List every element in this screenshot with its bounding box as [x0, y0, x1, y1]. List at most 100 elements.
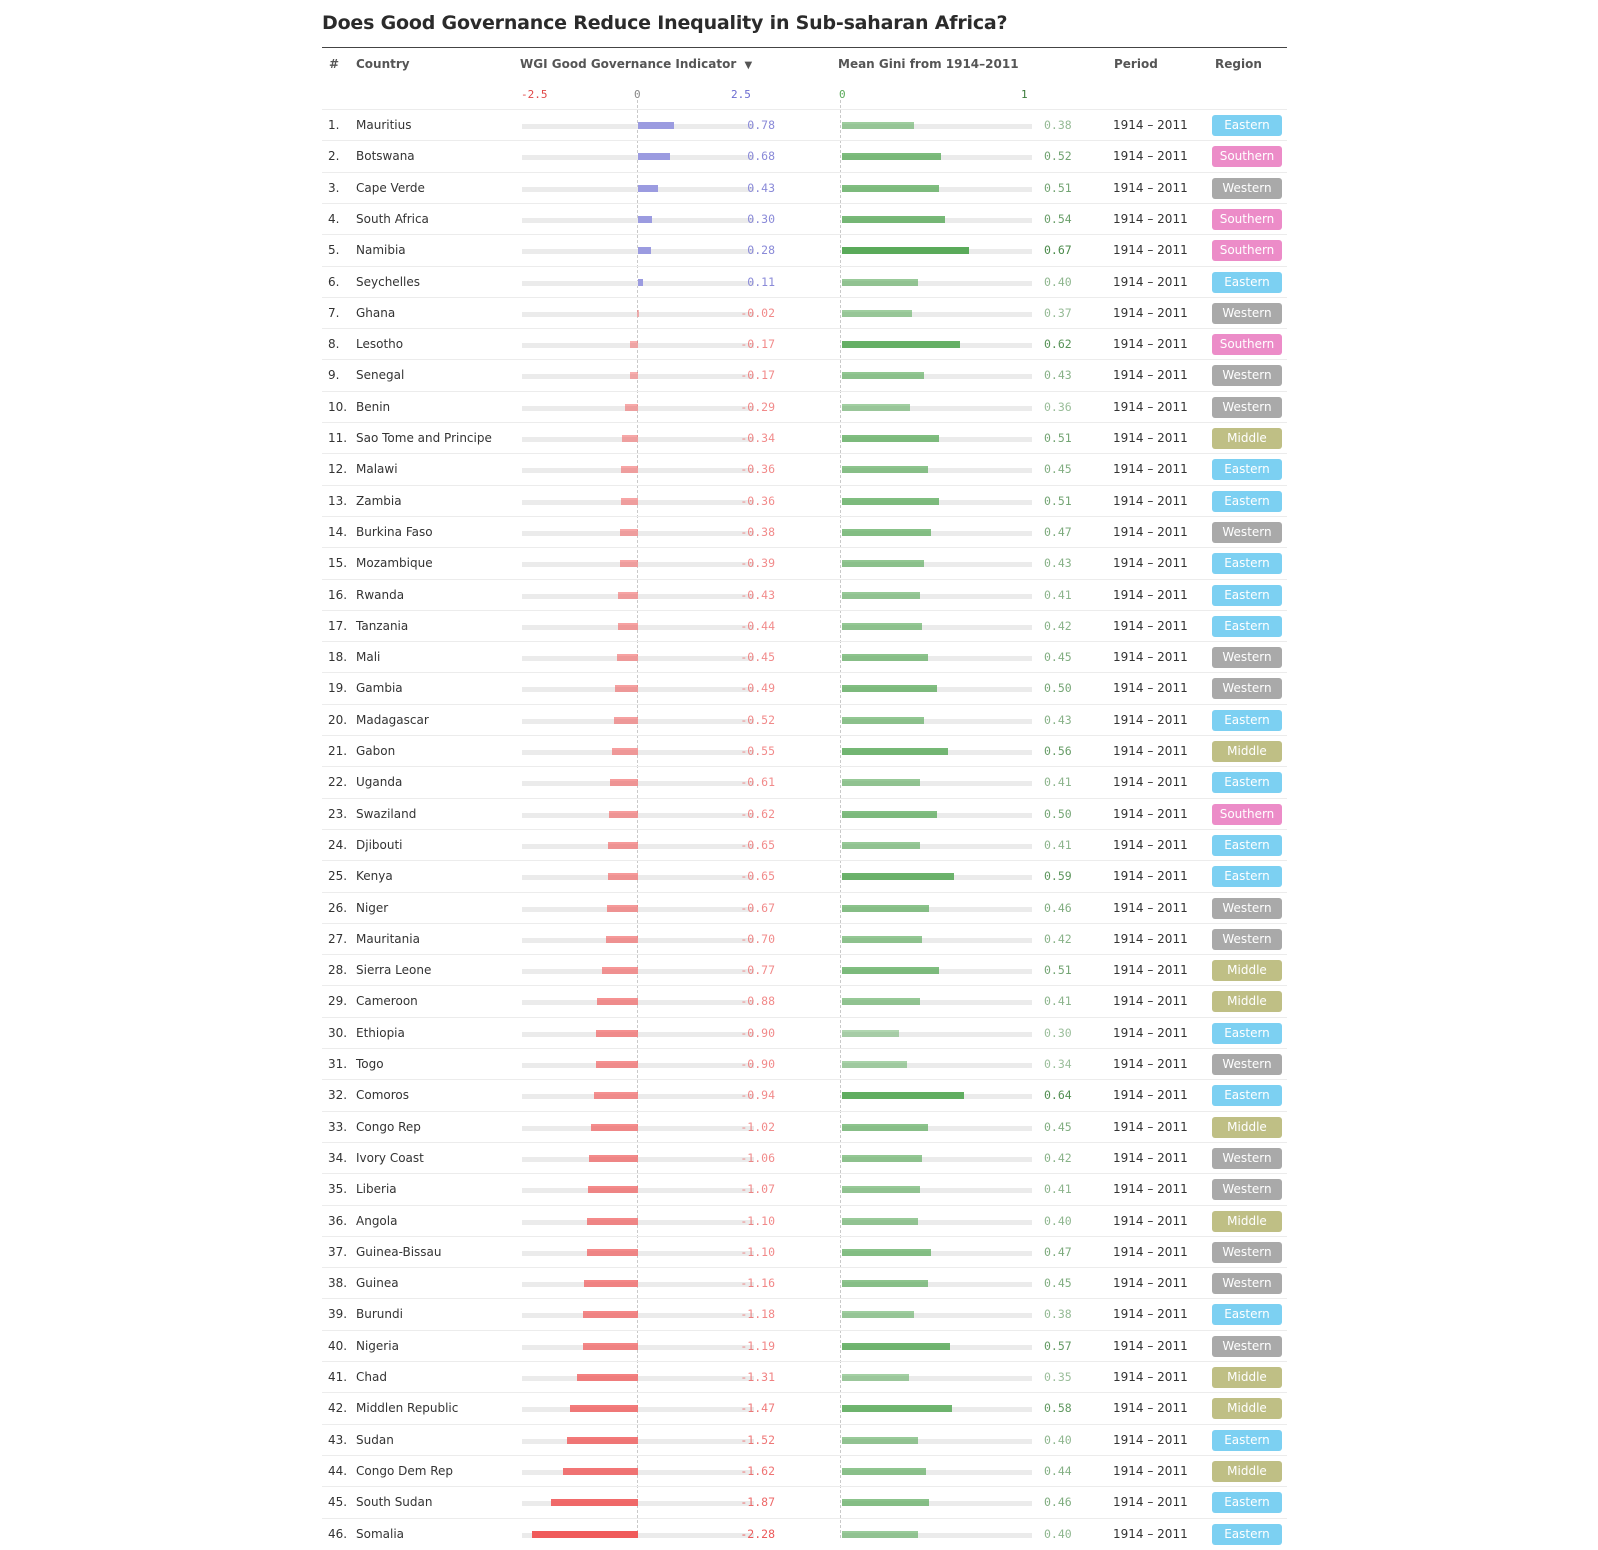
table-row[interactable]: 44. Congo Dem Rep -1.62 0.44 1914 – 2011 Midd… [322, 1454, 1287, 1487]
rank-header[interactable]: # [329, 57, 340, 71]
region-badge[interactable]: Middle [1212, 1367, 1282, 1388]
region-badge[interactable]: Western [1212, 647, 1282, 669]
table-row[interactable]: 16. Rwanda -0.43 0.41 1914 – 2011 Eastern [322, 578, 1287, 611]
table-row[interactable]: 13. Zambia -0.36 0.51 1914 – 2011 Eastern [322, 484, 1287, 517]
period-header[interactable]: Period [1114, 57, 1158, 71]
region-badge[interactable]: Middle [1212, 428, 1282, 449]
table-row[interactable]: 5. Namibia 0.28 0.67 1914 – 2011 Southern [322, 234, 1287, 266]
table-row[interactable]: 32. Comoros -0.94 0.64 1914 – 2011 Eastern [322, 1079, 1287, 1111]
region-badge[interactable]: Eastern [1212, 866, 1282, 888]
region-badge[interactable]: Western [1212, 396, 1282, 418]
table-row[interactable]: 6. Seychelles 0.11 0.40 1914 – 2011 Eastern [322, 265, 1287, 298]
table-row[interactable]: 8. Lesotho -0.17 0.62 1914 – 2011 Southern [322, 328, 1287, 360]
region-badge[interactable]: Western [1212, 897, 1282, 919]
region-badge[interactable]: Eastern [1212, 1429, 1282, 1451]
table-row[interactable]: 43. Sudan -1.52 0.40 1914 – 2011 Eastern [322, 1423, 1287, 1456]
table-row[interactable]: 1. Mauritius 0.78 0.38 1914 – 2011 Eastern [322, 109, 1287, 141]
region-badge[interactable]: Middle [1212, 1116, 1282, 1138]
table-row[interactable]: 4. South Africa 0.30 0.54 1914 – 2011 Souther… [322, 202, 1287, 235]
region-badge[interactable]: Southern [1212, 240, 1282, 262]
region-badge[interactable]: Western [1212, 177, 1282, 199]
table-row[interactable]: 7. Ghana -0.02 0.37 1914 – 2011 Western [322, 296, 1287, 329]
table-row[interactable]: 24. Djibouti -0.65 0.41 1914 – 2011 Eastern [322, 828, 1287, 861]
region-badge[interactable]: Western [1212, 1335, 1282, 1357]
table-row[interactable]: 2. Botswana 0.68 0.52 1914 – 2011 Southern [322, 140, 1287, 172]
table-row[interactable]: 46. Somalia -2.28 0.40 1914 – 2011 Eastern [322, 1517, 1287, 1550]
table-row[interactable]: 30. Ethiopia -0.90 0.30 1914 – 2011 Eastern [322, 1016, 1287, 1049]
region-badge[interactable]: Eastern [1212, 772, 1282, 794]
table-row[interactable]: 10. Benin -0.29 0.36 1914 – 2011 Western [322, 390, 1287, 423]
region-badge[interactable]: Eastern [1212, 615, 1282, 637]
region-badge[interactable]: Western [1212, 302, 1282, 324]
table-row[interactable]: 18. Mali -0.45 0.45 1914 – 2011 Western [322, 641, 1287, 673]
table-row[interactable]: 23. Swaziland -0.62 0.50 1914 – 2011 Southern [322, 797, 1287, 830]
table-row[interactable]: 22. Uganda -0.61 0.41 1914 – 2011 Eastern [322, 766, 1287, 798]
table-row[interactable]: 12. Malawi -0.36 0.45 1914 – 2011 Eastern [322, 453, 1287, 485]
region-badge[interactable]: Eastern [1212, 709, 1282, 731]
table-row[interactable]: 36. Angola -1.10 0.40 1914 – 2011 Middle [322, 1204, 1287, 1237]
region-badge[interactable]: Eastern [1212, 1085, 1282, 1107]
region-badge[interactable]: Southern [1212, 334, 1282, 356]
table-row[interactable]: 29. Cameroon -0.88 0.41 1914 – 2011 Middle [322, 985, 1287, 1017]
table-row[interactable]: 14. Burkina Faso -0.38 0.47 1914 – 2011 Weste… [322, 515, 1287, 548]
gini-bar [842, 591, 920, 599]
table-row[interactable]: 17. Tanzania -0.44 0.42 1914 – 2011 Eastern [322, 609, 1287, 642]
region-badge[interactable]: Western [1212, 1147, 1282, 1169]
table-row[interactable]: 31. Togo -0.90 0.34 1914 – 2011 Western [322, 1048, 1287, 1080]
table-row[interactable]: 21. Gabon -0.55 0.56 1914 – 2011 Middle [322, 735, 1287, 767]
region-badge[interactable]: Eastern [1212, 490, 1282, 512]
region-badge[interactable]: Eastern [1212, 459, 1282, 481]
table-row[interactable]: 42. Middlen Republic -1.47 0.58 1914 – 2011 M… [322, 1392, 1287, 1424]
table-row[interactable]: 34. Ivory Coast -1.06 0.42 1914 – 2011 Wester… [322, 1141, 1287, 1174]
table-row[interactable]: 27. Mauritania -0.70 0.42 1914 – 2011 Western [322, 922, 1287, 955]
table-row[interactable]: 38. Guinea -1.16 0.45 1914 – 2011 Western [322, 1267, 1287, 1299]
region-badge[interactable]: Western [1212, 521, 1282, 543]
region-badge[interactable]: Eastern [1212, 115, 1282, 136]
region-badge[interactable]: Southern [1212, 803, 1282, 825]
region-badge[interactable]: Southern [1212, 208, 1282, 230]
table-row[interactable]: 40. Nigeria -1.19 0.57 1914 – 2011 Western [322, 1329, 1287, 1362]
region-badge[interactable]: Eastern [1212, 1523, 1282, 1545]
table-row[interactable]: 3. Cape Verde 0.43 0.51 1914 – 2011 Western [322, 171, 1287, 204]
gini-header[interactable]: Mean Gini from 1914–2011 [838, 57, 1019, 71]
table-row[interactable]: 41. Chad -1.31 0.35 1914 – 2011 Middle [322, 1361, 1287, 1393]
region-badge[interactable]: Eastern [1212, 553, 1282, 575]
table-row[interactable]: 15. Mozambique -0.39 0.43 1914 – 2011 Eastern [322, 547, 1287, 579]
region-badge[interactable]: Middle [1212, 1460, 1282, 1482]
table-row[interactable]: 26. Niger -0.67 0.46 1914 – 2011 Western [322, 891, 1287, 924]
region-badge[interactable]: Western [1212, 1273, 1282, 1295]
region-badge[interactable]: Western [1212, 1054, 1282, 1075]
region-badge[interactable]: Southern [1212, 146, 1282, 168]
table-row[interactable]: 25. Kenya -0.65 0.59 1914 – 2011 Eastern [322, 860, 1287, 892]
table-row[interactable]: 45. South Sudan -1.87 0.46 1914 – 2011 Easter… [322, 1486, 1287, 1518]
region-badge[interactable]: Eastern [1212, 834, 1282, 856]
table-row[interactable]: 28. Sierra Leone -0.77 0.51 1914 – 2011 Middl… [322, 954, 1287, 986]
table-row[interactable]: 35. Liberia -1.07 0.41 1914 – 2011 Western [322, 1173, 1287, 1205]
table-row[interactable]: 11. Sao Tome and Principe -0.34 0.51 1914 – … [322, 422, 1287, 454]
region-badge[interactable]: Middle [1212, 991, 1282, 1013]
country-header[interactable]: Country [356, 57, 410, 71]
region-badge[interactable]: Eastern [1212, 1304, 1282, 1326]
wgi-header[interactable]: WGI Good Governance Indicator ▼ [520, 57, 752, 71]
table-row[interactable]: 9. Senegal -0.17 0.43 1914 – 2011 Western [322, 359, 1287, 391]
table-row[interactable]: 20. Madagascar -0.52 0.43 1914 – 2011 Eastern [322, 703, 1287, 736]
table-row[interactable]: 19. Gambia -0.49 0.50 1914 – 2011 Western [322, 672, 1287, 704]
region-badge[interactable]: Eastern [1212, 271, 1282, 293]
region-badge[interactable]: Middle [1212, 1398, 1282, 1420]
sort-desc-icon[interactable]: ▼ [744, 60, 753, 71]
region-badge[interactable]: Eastern [1212, 584, 1282, 606]
region-badge[interactable]: Middle [1212, 1210, 1282, 1232]
region-badge[interactable]: Middle [1212, 741, 1282, 762]
region-badge[interactable]: Western [1212, 678, 1282, 700]
region-header[interactable]: Region [1215, 57, 1262, 71]
table-row[interactable]: 33. Congo Rep -1.02 0.45 1914 – 2011 Middle [322, 1110, 1287, 1143]
region-badge[interactable]: Western [1212, 1179, 1282, 1201]
table-row[interactable]: 39. Burundi -1.18 0.38 1914 – 2011 Eastern [322, 1298, 1287, 1330]
region-badge[interactable]: Western [1212, 1241, 1282, 1263]
region-badge[interactable]: Eastern [1212, 1022, 1282, 1044]
region-badge[interactable]: Western [1212, 928, 1282, 950]
region-badge[interactable]: Western [1212, 365, 1282, 387]
region-badge[interactable]: Middle [1212, 960, 1282, 982]
region-badge[interactable]: Eastern [1212, 1492, 1282, 1514]
table-row[interactable]: 37. Guinea-Bissau -1.10 0.47 1914 – 2011 West… [322, 1235, 1287, 1268]
